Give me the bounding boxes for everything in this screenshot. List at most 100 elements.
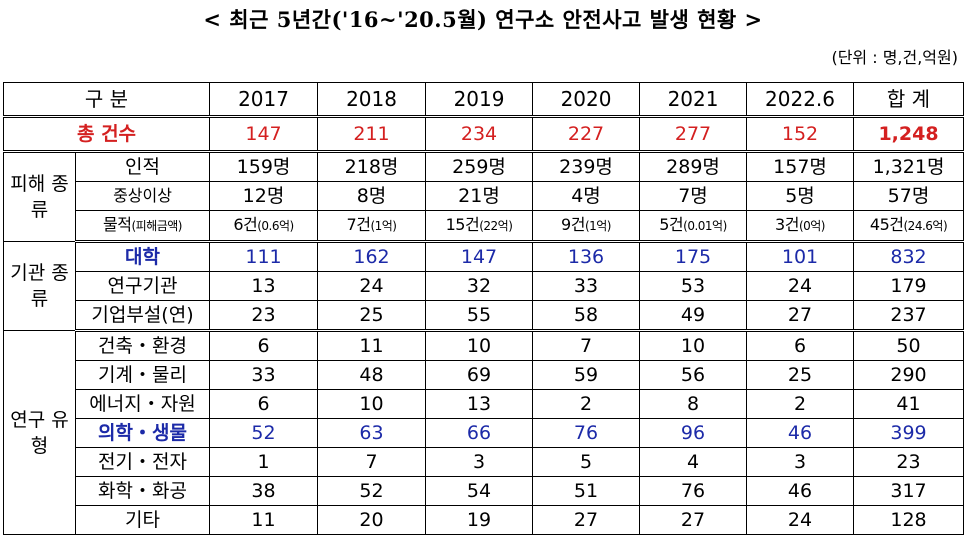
value-cell: 27 xyxy=(746,300,855,332)
row-label: 건축・환경 xyxy=(74,330,211,361)
amount-text: (1억) xyxy=(370,219,397,233)
total-label: 총 건수 xyxy=(2,116,211,153)
value-cell: 23 xyxy=(209,300,319,332)
value-cell: 4명 xyxy=(532,181,641,211)
value-cell: 1 xyxy=(209,447,319,477)
amount-text: (22억) xyxy=(479,219,513,233)
value-cell: 239명 xyxy=(532,151,641,182)
count-text: 45건 xyxy=(869,215,904,234)
row-total: 290 xyxy=(853,360,965,390)
value-cell: 13 xyxy=(425,389,534,419)
header-year: 2021 xyxy=(639,82,748,118)
row-total: 179 xyxy=(853,271,965,301)
header-row: 구 분 2017 2018 2019 2020 2021 2022.6 합 계 xyxy=(2,82,965,118)
value-cell: 175 xyxy=(639,241,748,272)
page-title: < 최근 5년간('16~'20.5월) 연구소 안전사고 발생 현황 > xyxy=(203,7,763,32)
value-cell: 4 xyxy=(639,447,748,477)
table-row: 중상이상 12명 8명 21명 4명 7명 5명 57명 xyxy=(4,181,965,211)
header-year: 2019 xyxy=(425,82,534,118)
value-cell: 7 xyxy=(317,447,427,477)
total-value: 234 xyxy=(425,116,534,153)
total-value: 147 xyxy=(209,116,319,153)
amount-text: (24.6억) xyxy=(903,219,948,233)
header-year: 2020 xyxy=(532,82,641,118)
table-row: 기업부설(연) 23 25 55 58 49 27 237 xyxy=(4,300,965,332)
amount-text: (0억) xyxy=(798,219,826,233)
value-cell: 32 xyxy=(425,271,534,301)
value-cell: 24 xyxy=(746,271,855,301)
row-total: 57명 xyxy=(853,181,965,211)
value-cell: 20 xyxy=(317,505,427,535)
value-cell: 52 xyxy=(209,418,319,448)
value-cell: 147 xyxy=(425,241,534,272)
unit-note: (단위 : 명,건,억원) xyxy=(831,48,958,67)
header-label: 구 분 xyxy=(2,82,211,118)
value-cell: 7 xyxy=(532,330,641,361)
row-label: 의학・생물 xyxy=(74,418,211,448)
table-row: 기관 종류 대학 111 162 147 136 175 101 832 xyxy=(3,241,965,331)
value-cell: 5 xyxy=(532,447,641,477)
row-total: 128 xyxy=(853,505,965,535)
value-cell: 54 xyxy=(425,476,534,506)
row-total: 50 xyxy=(853,330,965,361)
value-cell: 25 xyxy=(317,300,427,332)
row-label: 전기・전자 xyxy=(74,447,211,477)
table-row: 기계・물리 33 48 69 59 56 25 290 xyxy=(4,360,965,390)
total-value: 152 xyxy=(746,116,855,153)
row-label-note: (피해금액) xyxy=(131,219,182,233)
value-cell: 76 xyxy=(532,418,641,448)
row-label: 인적 xyxy=(74,151,211,182)
row-total: 237 xyxy=(853,300,965,332)
table-row: 기타 11 20 19 27 27 24 128 xyxy=(4,505,965,535)
value-cell: 101 xyxy=(746,241,855,272)
row-label: 화학・화공 xyxy=(74,476,211,506)
value-cell: 76 xyxy=(639,476,748,506)
value-cell: 52 xyxy=(317,476,427,506)
value-cell: 49 xyxy=(639,300,748,332)
group-label: 연구 유형 xyxy=(3,330,76,535)
table-row: 연구기관 13 24 32 33 53 24 179 xyxy=(4,271,965,301)
total-value: 277 xyxy=(639,116,748,153)
value-cell: 3 xyxy=(425,447,534,477)
value-cell: 12명 xyxy=(209,181,319,211)
value-cell: 6 xyxy=(209,389,319,419)
value-cell: 111 xyxy=(209,241,319,272)
value-cell: 66 xyxy=(425,418,534,448)
value-cell: 3건(0억) xyxy=(746,210,855,243)
value-cell: 96 xyxy=(639,418,748,448)
header-year: 2017 xyxy=(209,82,319,118)
value-cell: 48 xyxy=(317,360,427,390)
row-label: 기타 xyxy=(74,505,211,535)
value-cell: 58 xyxy=(532,300,641,332)
row-total: 317 xyxy=(853,476,965,506)
value-cell: 259명 xyxy=(425,151,534,182)
value-cell: 21명 xyxy=(425,181,534,211)
count-text: 3건 xyxy=(775,215,799,234)
total-sum: 1,248 xyxy=(853,116,965,153)
value-cell: 8 xyxy=(639,389,748,419)
count-text: 6건 xyxy=(233,215,258,234)
row-label: 기업부설(연) xyxy=(74,300,211,332)
value-cell: 10 xyxy=(425,330,534,361)
value-cell: 157명 xyxy=(746,151,855,182)
value-cell: 289명 xyxy=(639,151,748,182)
value-cell: 27 xyxy=(532,505,641,535)
amount-text: (1억) xyxy=(584,219,612,233)
table-row: 에너지・자원 6 10 13 2 8 2 41 xyxy=(4,389,965,419)
value-cell: 8명 xyxy=(317,181,427,211)
row-total: 23 xyxy=(853,447,965,477)
value-cell: 55 xyxy=(425,300,534,332)
value-cell: 7건(1억) xyxy=(317,210,427,243)
value-cell: 6 xyxy=(746,330,855,361)
row-label: 물적(피해금액) xyxy=(74,210,211,243)
value-cell: 11 xyxy=(209,505,319,535)
value-cell: 27 xyxy=(639,505,748,535)
value-cell: 15건(22억) xyxy=(425,210,534,243)
count-text: 5건 xyxy=(659,215,684,234)
row-total: 832 xyxy=(853,241,965,272)
count-text: 7건 xyxy=(346,215,371,234)
group-label: 피해 종류 xyxy=(3,151,76,242)
table-row: 전기・전자 1 7 3 5 4 3 23 xyxy=(4,447,965,477)
row-total: 41 xyxy=(853,389,965,419)
value-cell: 3 xyxy=(746,447,855,477)
